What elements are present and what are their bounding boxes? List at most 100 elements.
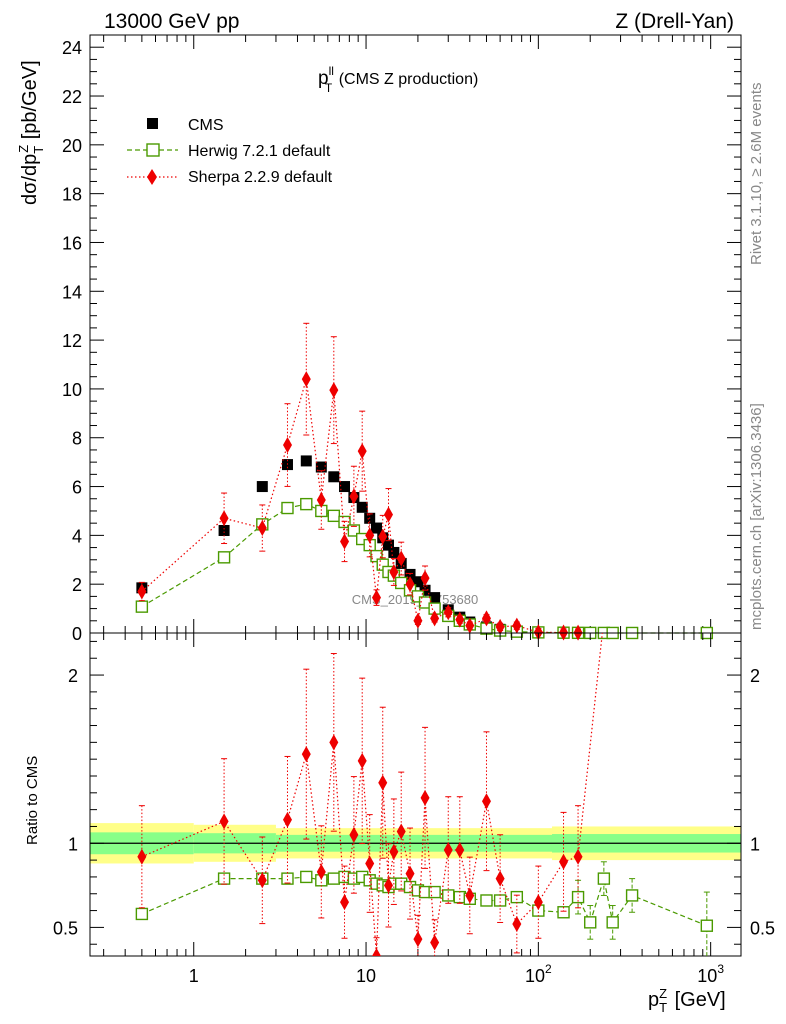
ratio-data-point [428,885,441,899]
data-point [218,524,230,536]
ratio-plot-panel: 0.5 0.5 1 1 2 2 1 10 102 103 Ratio to CMS pZ T [G… [24,632,775,1015]
data-point [340,533,350,550]
x-label-main: p [648,989,659,1011]
ratio-data-point [137,848,147,865]
data-point [356,501,368,513]
ratio-x-axis-label: pZ T [GeV] [648,986,726,1015]
data-point [378,528,388,545]
data-point [384,506,394,523]
ratio-data-point [573,848,583,865]
data-point [257,520,267,537]
ratio-data-point [349,826,359,843]
legend: CMS Herwig 7.2.1 default Sherpa 2.2.9 de… [127,117,333,186]
data-point [315,461,327,473]
ratio-y-tick-label-right: 2 [750,666,760,686]
ratio-data-point [257,872,267,889]
ratio-data-point [301,746,311,763]
data-point [481,610,491,627]
data-point [281,501,294,515]
legend-marker-cms [147,118,158,129]
header-right-label: Z (Drell-Yan) [615,10,734,33]
data-point [300,455,312,467]
data-point [370,549,383,563]
ratio-data-point [559,853,569,870]
data-point [389,563,399,580]
y-tick-label: 4 [72,526,82,546]
x-tick-exponent: 3 [717,962,724,976]
legend-item-cms: CMS [147,117,224,134]
ratio-uncertainty-bands [90,823,741,864]
data-point [405,576,415,593]
data-point [429,592,441,604]
y-tick-label: 0 [72,624,82,644]
x-tick-label: 102 [525,962,552,986]
ratio-data-point [493,894,507,907]
legend-item-sherpa: Sherpa 2.2.9 default [127,169,333,186]
ratio-data-point [372,948,382,956]
series-line [141,633,603,956]
ratio-data-point [405,865,415,882]
y-tick-label: 10 [62,380,82,400]
ratio-data-point [625,889,639,902]
x-tick-label: 103 [697,962,724,986]
data-point [349,488,359,505]
y-tick-label: 18 [62,185,82,205]
data-point [396,550,406,567]
main-y-axis-label: dσ/dpTZ [pb/GeV] [16,60,46,205]
legend-item-herwig: Herwig 7.2.1 default [127,143,331,160]
main-series-0 [136,455,713,639]
ratio-data-point [340,894,350,911]
ratio-data-point [481,793,491,810]
ratio-y-tick-label: 2 [68,666,78,686]
ratio-y-tick-label: 0.5 [53,918,78,938]
main-x-axis-ticks [103,35,712,633]
data-point [137,583,147,600]
ratio-data-point [327,872,341,885]
ratio-x-axis: 1 10 102 103 [103,633,724,986]
x-tick-label: 1 [189,966,199,986]
y-tick-label: 16 [62,233,82,253]
ratio-data-point [480,894,493,907]
ratio-series-0 [135,861,714,956]
ratio-data-point [606,916,619,929]
data-point [327,509,341,523]
ratio-y-tick-label: 1 [68,834,78,854]
ratio-data-point [443,842,453,859]
data-point [357,443,367,460]
y-tick-label: 24 [62,38,82,58]
plot-title-sup: ll [329,64,334,78]
ratio-data-point [219,813,229,830]
data-point [328,471,340,483]
data-point [465,617,475,634]
plot-title: pll T (CMS Z production) [318,64,478,95]
data-point [339,481,351,493]
ratio-data-point [465,887,475,904]
ratio-data-point [430,934,440,951]
data-point [455,611,465,628]
y-tick-label: 6 [72,478,82,498]
y-tick-label: 14 [62,282,82,302]
y-tick-label: 20 [62,136,82,156]
data-point [256,481,268,493]
data-point [430,610,440,627]
ratio-series-clip [135,633,714,956]
ratio-data-point [135,907,149,921]
legend-marker-herwig [146,143,160,157]
ratio-data-point [420,789,430,806]
legend-label-cms: CMS [188,117,224,134]
header-left-label: 13000 GeV pp [104,10,239,33]
rivet-side-label: Rivet 3.1.10, ≥ 2.6M events [748,83,765,266]
plot-title-main: p [318,68,329,89]
ratio-y-axis: 0.5 0.5 1 1 2 2 [53,640,775,945]
data-point [383,539,395,551]
ratio-series-group [135,633,714,956]
main-series-group [135,322,714,641]
ratio-data-point [300,870,313,884]
y-tick-label: 12 [62,331,82,351]
ratio-y-axis-label: Ratio to CMS [24,756,41,845]
y-tick-label: 22 [62,87,82,107]
ratio-data-point [282,811,292,828]
data-point [301,371,311,388]
